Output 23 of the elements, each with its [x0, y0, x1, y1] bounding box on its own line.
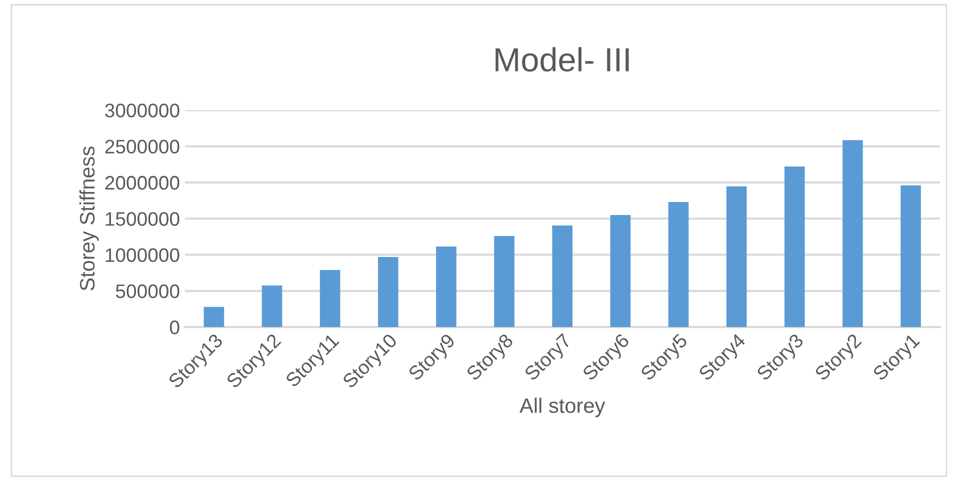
bar	[726, 186, 747, 328]
y-tick-label: 1500000	[106, 212, 180, 226]
y-tick-label: 0	[170, 320, 180, 334]
y-axis-title: Storey Stiffness	[79, 146, 99, 290]
bar	[610, 215, 631, 328]
bar	[262, 286, 282, 328]
y-tick-label: 500000	[116, 284, 180, 298]
bar	[320, 270, 340, 328]
x-axis-title: All storey	[520, 398, 606, 418]
y-tick-label: 2500000	[105, 140, 180, 154]
bar	[784, 166, 805, 328]
bar	[900, 185, 921, 328]
y-tick-label: 1000000	[106, 248, 180, 262]
bar	[552, 225, 573, 328]
bar	[842, 140, 863, 328]
bar	[378, 256, 398, 328]
bar	[668, 202, 689, 328]
bar	[494, 236, 514, 328]
y-tick-label: 2000000	[105, 176, 180, 190]
chart-title: Model- III	[496, 47, 629, 72]
bar	[436, 246, 456, 328]
bar	[204, 306, 224, 328]
y-tick-label: 3000000	[105, 104, 180, 118]
